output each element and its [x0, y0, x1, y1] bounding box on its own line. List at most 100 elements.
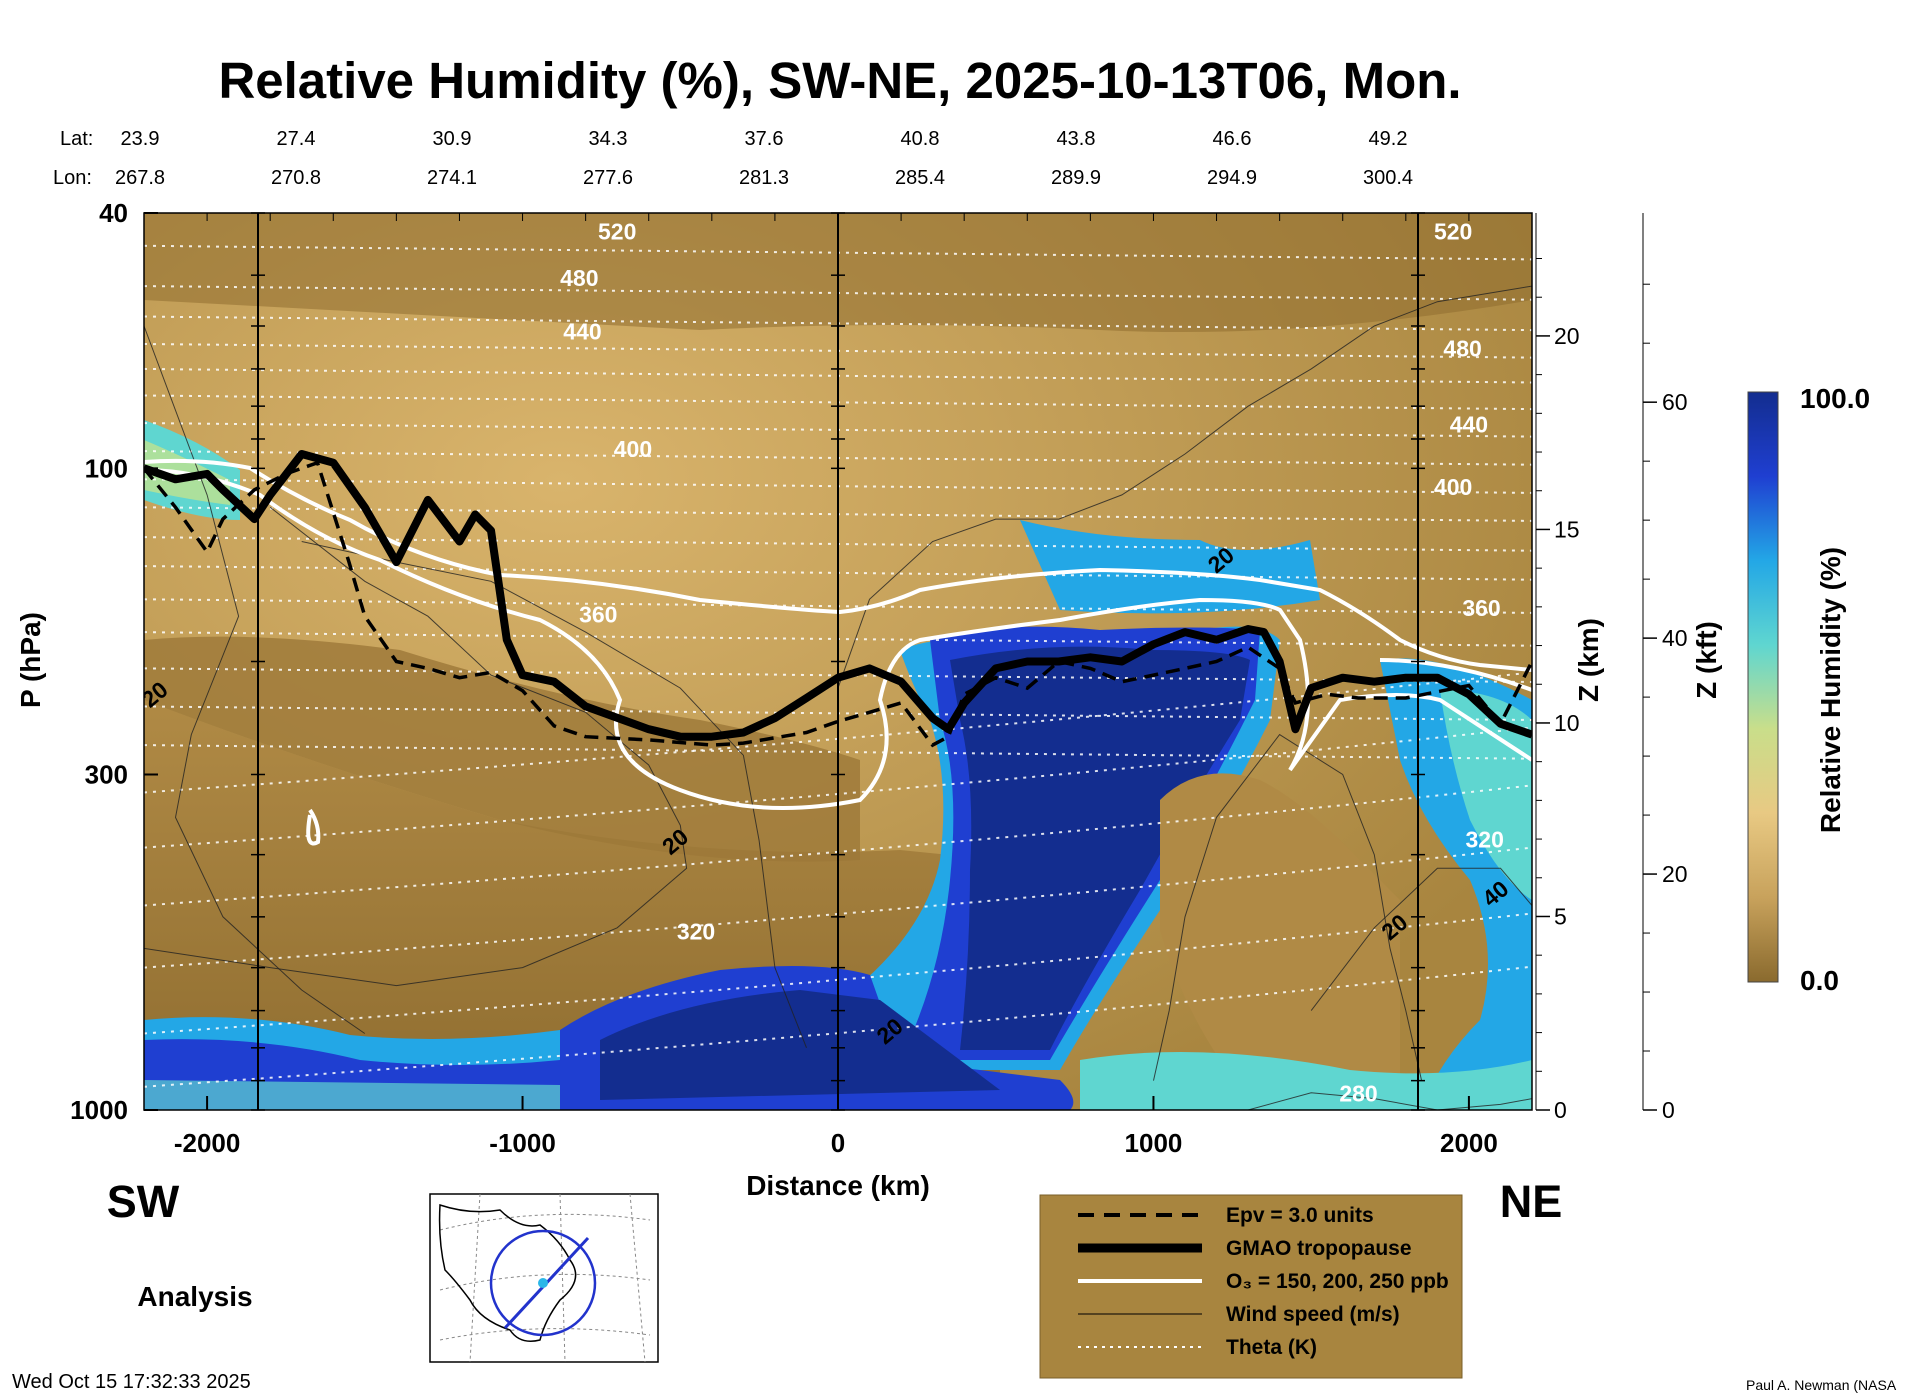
wind-contour [144, 506, 688, 987]
theta-label: 520 [1434, 219, 1472, 245]
x-tick-label: 2000 [1440, 1128, 1498, 1158]
lon-value: 294.9 [1207, 167, 1257, 189]
colorbar [1747, 391, 1779, 983]
z-km-tick-label: 20 [1554, 323, 1580, 349]
theta-label: 440 [1450, 412, 1488, 438]
inset-map [429, 1193, 659, 1363]
lat-value: 27.4 [277, 128, 316, 150]
theta-label: 520 [598, 219, 636, 245]
ozone-200-contour [144, 468, 1532, 810]
lat-value: 30.9 [433, 128, 472, 150]
mid-dry-region [144, 636, 860, 862]
z-kft-tick-label: 40 [1662, 625, 1688, 651]
sw-label: SW [107, 1176, 180, 1227]
legend-label: Epv = 3.0 units [1226, 1204, 1374, 1227]
surface-fringe-left [144, 1080, 560, 1110]
lon-value: 285.4 [895, 167, 945, 189]
lat-value: 37.6 [745, 128, 784, 150]
ozone-contours [144, 458, 1532, 846]
theta-label: 320 [1465, 827, 1503, 853]
ozone-small-cell [306, 808, 321, 846]
z-km-axis: 0 5 10 15 20 [1535, 213, 1580, 1123]
wind-contour [1153, 733, 1423, 1081]
colorbar-max: 100.0 [1800, 383, 1870, 414]
theta-label: 480 [1443, 336, 1481, 362]
x-tick-label: 1000 [1125, 1128, 1183, 1158]
x-tick-label: 0 [831, 1128, 845, 1158]
moist-right-fringe [1440, 690, 1532, 900]
lon-value: 274.1 [427, 167, 477, 189]
y-axis-label: P (hPa) [15, 612, 46, 708]
legend-label: O₃ = 150, 200, 250 ppb [1226, 1270, 1449, 1293]
wind-contour [301, 541, 807, 1048]
p-tick-label: 100 [85, 453, 128, 483]
wind-contours [144, 285, 1532, 1110]
z-km-label: Z (km) [1573, 618, 1604, 702]
z-km-tick-label: 5 [1554, 903, 1567, 929]
lat-values: 23.9 27.4 30.9 34.3 37.6 40.8 43.8 46.6 49.2 [121, 128, 1408, 150]
theta-label: 280 [1339, 1081, 1377, 1107]
lat-value: 49.2 [1369, 128, 1408, 150]
x-tick-label: -1000 [489, 1128, 556, 1158]
lon-value: 277.6 [583, 167, 633, 189]
theta-label: 400 [614, 436, 652, 462]
inset-coastline [438, 1203, 577, 1342]
colorbar-min: 0.0 [1800, 965, 1839, 996]
saturated-core [950, 646, 1250, 1050]
lat-label: Lat: [60, 128, 93, 150]
lon-value: 289.9 [1051, 167, 1101, 189]
lat-value: 43.8 [1057, 128, 1096, 150]
theta-label: 360 [579, 602, 617, 628]
z-km-tick-label: 15 [1554, 516, 1580, 542]
z-kft-tick-label: 20 [1662, 861, 1688, 887]
timestamp: Wed Oct 15 17:32:33 2025 [12, 1371, 251, 1393]
boundary-layer-core [600, 990, 1000, 1100]
dry-tongue-right [1160, 773, 1400, 1100]
p-tick-label: 40 [99, 198, 128, 228]
wind-contour [1310, 867, 1532, 1011]
lat-value: 34.3 [589, 128, 628, 150]
analysis-label: Analysis [137, 1281, 252, 1312]
z-kft-label: Z (kft) [1691, 621, 1722, 699]
z-km-tick-label: 0 [1554, 1097, 1567, 1123]
lat-value: 40.8 [901, 128, 940, 150]
legend-label: Theta (K) [1226, 1336, 1317, 1359]
inset-map-frame [429, 1193, 659, 1363]
inset-range-circle [489, 1229, 597, 1337]
credit: Paul A. Newman (NASA [1746, 1377, 1897, 1393]
chart-title: Relative Humidity (%), SW-NE, 2025-10-13… [218, 52, 1461, 109]
colorbar-label: Relative Humidity (%) [1815, 547, 1846, 833]
lon-label: Lon: [53, 167, 92, 189]
theta-label: 440 [563, 319, 601, 345]
x-axis-ticks: -2000 -1000 0 1000 2000 [143, 213, 1533, 1158]
z-km-tick-label: 10 [1554, 710, 1580, 736]
epv-line [144, 460, 1532, 748]
lat-value: 23.9 [121, 128, 160, 150]
theta-label: 360 [1462, 595, 1500, 621]
pressure-axis-ticks: 40 100 300 1000 [70, 198, 1425, 1125]
z-kft-axis: 0 20 40 60 [1642, 213, 1688, 1123]
legend-label: Wind speed (m/s) [1226, 1303, 1400, 1326]
legend-label: GMAO tropopause [1226, 1237, 1412, 1260]
lat-value: 46.6 [1213, 128, 1252, 150]
wind-contour [1247, 1092, 1532, 1110]
wind-contour [144, 325, 366, 1034]
theta-label: 400 [1434, 474, 1472, 500]
theta-label: 320 [677, 918, 715, 944]
inset-center-marker [538, 1278, 548, 1288]
ne-label: NE [1500, 1176, 1563, 1227]
z-kft-tick-label: 60 [1662, 389, 1688, 415]
p-tick-label: 1000 [70, 1095, 128, 1125]
lon-value: 267.8 [115, 167, 165, 189]
lon-value: 300.4 [1363, 167, 1413, 189]
ozone-150-contour [144, 458, 1532, 672]
z-kft-tick-label: 0 [1662, 1097, 1675, 1123]
tropopause-line [144, 450, 1532, 741]
x-tick-label: -2000 [174, 1128, 241, 1158]
wind-contour [837, 285, 1532, 689]
moist-upper-band [1020, 520, 1320, 614]
lon-values: 267.8 270.8 274.1 277.6 281.3 285.4 289.9 294.9… [115, 167, 1413, 189]
theta-label: 480 [560, 265, 598, 291]
